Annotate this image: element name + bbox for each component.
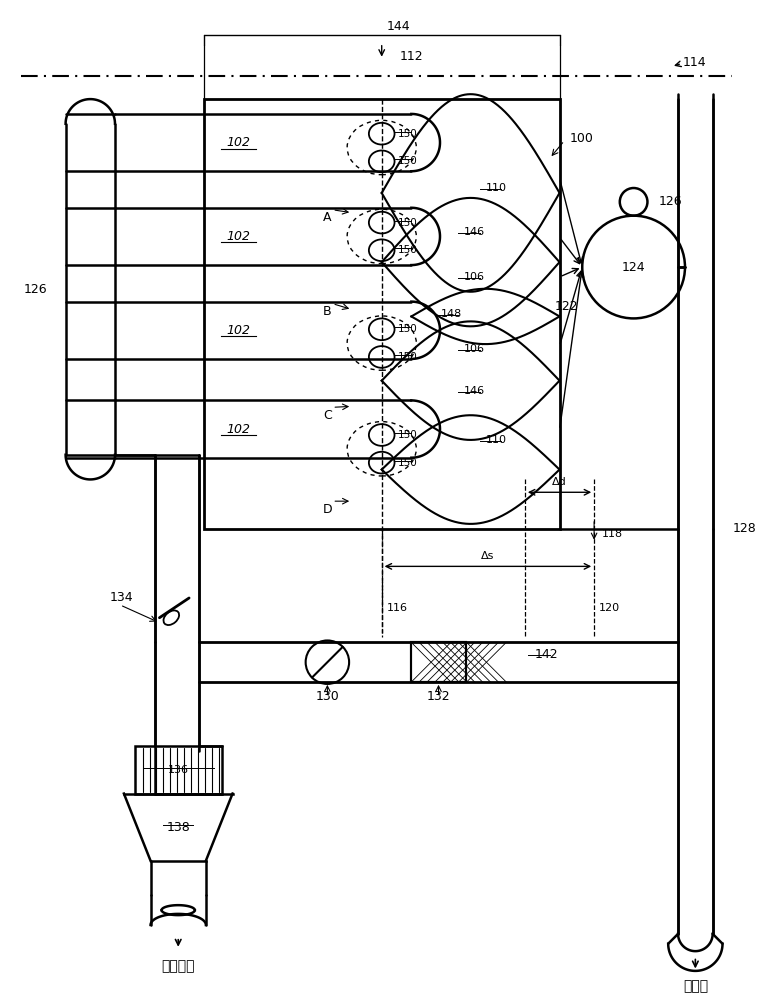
Text: 150: 150 (397, 430, 417, 440)
Text: 126: 126 (24, 283, 48, 296)
Text: 142: 142 (535, 648, 559, 661)
Text: 130: 130 (315, 690, 339, 703)
Text: 150: 150 (397, 218, 417, 228)
Text: 来自大气: 来自大气 (161, 959, 195, 973)
Text: 106: 106 (464, 344, 485, 354)
Text: 122: 122 (555, 300, 578, 313)
Text: 110: 110 (486, 435, 506, 445)
Text: 126: 126 (658, 195, 682, 208)
Text: 144: 144 (387, 20, 410, 33)
Text: 134: 134 (110, 591, 134, 604)
Text: 150: 150 (397, 156, 417, 166)
Text: 118: 118 (602, 529, 623, 539)
Text: 102: 102 (226, 230, 251, 243)
Text: 136: 136 (168, 765, 188, 775)
Text: 至大气: 至大气 (682, 979, 708, 993)
Text: 148: 148 (441, 309, 462, 319)
Text: 120: 120 (599, 603, 620, 613)
Text: 102: 102 (226, 136, 251, 149)
Text: 150: 150 (397, 129, 417, 139)
Bar (411, 642, 466, 682)
Text: 114: 114 (683, 56, 707, 69)
Text: 100: 100 (569, 132, 594, 145)
Text: 110: 110 (486, 183, 506, 193)
Text: 116: 116 (387, 603, 407, 613)
Text: 128: 128 (733, 522, 756, 535)
Text: Δd: Δd (553, 477, 567, 487)
Text: C: C (323, 409, 332, 422)
Text: 102: 102 (226, 423, 251, 436)
Text: 106: 106 (464, 272, 485, 282)
Text: 146: 146 (464, 227, 485, 237)
Text: 132: 132 (426, 690, 451, 703)
Text: 146: 146 (464, 386, 485, 396)
Text: 124: 124 (622, 261, 645, 274)
Text: 112: 112 (400, 50, 423, 63)
Text: 150: 150 (397, 352, 417, 362)
Text: 138: 138 (166, 821, 190, 834)
Bar (411, 642, 466, 682)
Text: D: D (322, 503, 332, 516)
Text: 150: 150 (397, 324, 417, 334)
Text: 150: 150 (397, 458, 417, 468)
Text: 102: 102 (226, 324, 251, 337)
Text: 150: 150 (397, 245, 417, 255)
Bar (204, 99, 559, 529)
Text: B: B (323, 305, 331, 318)
Bar (135, 746, 222, 794)
Text: A: A (323, 211, 331, 224)
Text: Δs: Δs (481, 551, 495, 561)
